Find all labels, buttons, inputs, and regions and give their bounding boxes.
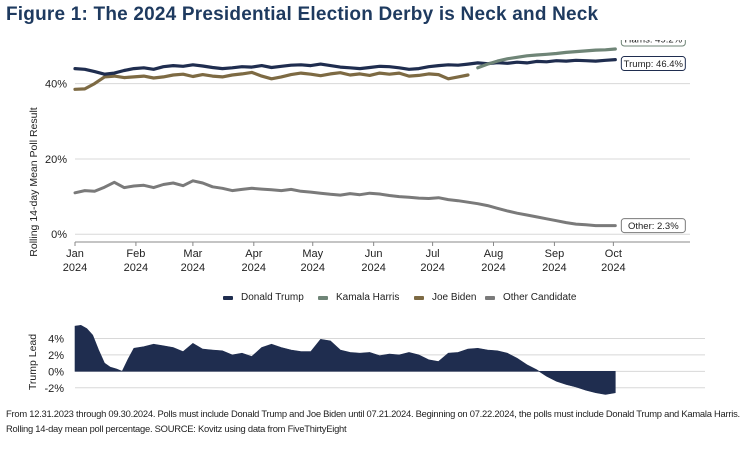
main-ytick-label-0: 0% <box>51 229 67 241</box>
trump-lead-area <box>74 324 616 395</box>
lead-axis-ticks: -2% 0% 2% 4% <box>44 333 64 394</box>
lead-y-axis-label: Trump Lead <box>27 334 39 390</box>
end-label-text-trump: Trump: 46.4% <box>624 59 684 70</box>
legend-swatch-harris <box>318 295 328 300</box>
end-label-text-harris: Harris: 49.2% <box>625 40 683 46</box>
series-line-kamala-harris <box>476 47 617 70</box>
end-label-text-other: Other: 2.3% <box>628 221 679 232</box>
trump-lead-area-chart: -2% 0% 2% 4% Trump Lead <box>27 324 705 395</box>
main-xtick-month-7: Aug <box>484 248 504 260</box>
legend-swatch-trump <box>223 295 233 300</box>
main-xtick-month-5: Jun <box>365 248 383 260</box>
main-ytick-label-2: 40% <box>45 79 67 91</box>
main-xtick-year-6: 2024 <box>420 262 444 274</box>
series-line-joe-biden <box>73 70 470 91</box>
main-xtick-month-4: May <box>302 248 323 260</box>
legend-label-other: Other Candidate <box>503 292 577 303</box>
main-xtick-year-5: 2024 <box>361 262 385 274</box>
main-gridlines <box>75 83 690 235</box>
main-xtick-year-7: 2024 <box>481 262 505 274</box>
main-xtick-month-6: Jul <box>426 248 440 260</box>
end-label-box-harris <box>620 40 686 47</box>
chart-legend: Donald Trump Kamala Harris Joe Biden Oth… <box>0 292 744 308</box>
end-label-other: Other: 2.3% <box>620 218 686 234</box>
main-xtick-year-4: 2024 <box>301 262 325 274</box>
main-ytick-label-1: 20% <box>45 154 67 166</box>
end-label-box-trump <box>620 56 686 72</box>
end-label-box-other <box>620 218 686 234</box>
end-label-trump: Trump: 46.4% <box>620 56 686 72</box>
footnote: From 12.31.2023 through 09.30.2024. Poll… <box>6 408 740 434</box>
legend-item-harris: Kamala Harris <box>318 292 399 303</box>
main-series-lines <box>73 47 617 228</box>
main-xtick-month-9: Oct <box>605 248 622 260</box>
lead-ytick-label-1: 0% <box>48 366 64 378</box>
main-xtick-month-3: Apr <box>245 248 262 260</box>
figure-title: Figure 1: The 2024 Presidential Election… <box>6 4 599 25</box>
main-axis-ticks: 0% 20% 40% Jan 2024 Feb 2024 Mar 2024 Apr 2024 May 2… <box>45 79 690 274</box>
legend-item-other: Other Candidate <box>485 292 576 303</box>
lead-ytick-label-2: 2% <box>48 350 64 362</box>
legend-swatch-biden <box>414 295 424 300</box>
main-xtick-month-0: Jan <box>66 248 84 260</box>
lead-area <box>74 324 616 395</box>
legend-item-trump: Donald Trump <box>223 292 304 303</box>
main-xtick-year-8: 2024 <box>542 262 566 274</box>
series-line-donald-trump <box>73 58 617 76</box>
main-xtick-year-0: 2024 <box>63 262 87 274</box>
lead-ytick-label-0: -2% <box>44 383 64 395</box>
main-y-axis-label: Rolling 14-day Mean Poll Result <box>28 107 40 256</box>
main-xtick-month-1: Feb <box>126 248 145 260</box>
series-end-labels: Harris: 49.2% Trump: 46.4% Other: 2.3% <box>620 40 686 234</box>
legend-label-trump: Donald Trump <box>241 292 304 303</box>
series-line-other-candidate <box>73 179 617 228</box>
main-xtick-year-3: 2024 <box>242 262 266 274</box>
end-label-harris: Harris: 49.2% <box>620 40 686 47</box>
legend-item-biden: Joe Biden <box>414 292 476 303</box>
legend-swatch-other <box>485 295 495 300</box>
main-xtick-year-9: 2024 <box>601 262 625 274</box>
main-xtick-month-2: Mar <box>183 248 202 260</box>
main-xtick-month-8: Sep <box>545 248 565 260</box>
legend-label-biden: Joe Biden <box>432 292 477 303</box>
main-line-chart: 0% 20% 40% Jan 2024 Feb 2024 Mar 2024 Apr 2024 May 2… <box>28 40 690 274</box>
lead-ytick-label-3: 4% <box>48 333 64 345</box>
main-xtick-year-2: 2024 <box>181 262 205 274</box>
legend-label-harris: Kamala Harris <box>336 292 400 303</box>
main-xtick-year-1: 2024 <box>124 262 148 274</box>
